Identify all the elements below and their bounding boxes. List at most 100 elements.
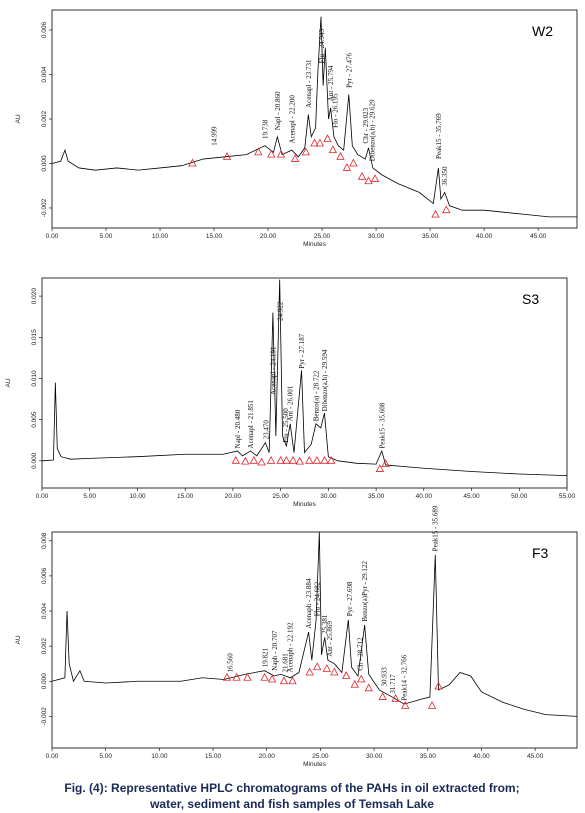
peak-label: Flu - 25.500 bbox=[282, 408, 290, 443]
peak-label: 23.470 bbox=[263, 420, 271, 440]
peak-label: Napl - 20.860 bbox=[274, 91, 282, 130]
x-tick-label: 50.00 bbox=[511, 493, 528, 500]
y-tick-label: 0.004 bbox=[41, 603, 48, 620]
peak-label: 25.381 bbox=[321, 614, 329, 634]
chromatogram: 0.00 5.00 10.00 15.00 20.00 25.00 30.00 35.00 40… bbox=[5, 277, 576, 508]
peak-marker bbox=[295, 456, 304, 465]
peak-marker bbox=[357, 674, 366, 683]
peak-marker bbox=[322, 664, 332, 672]
peak-marker bbox=[288, 676, 297, 685]
peak-label: 19.738 bbox=[262, 119, 270, 139]
x-tick-label: 10.00 bbox=[151, 753, 168, 760]
peak-label: 21.681 bbox=[281, 653, 289, 673]
x-tick-label: 40.00 bbox=[473, 753, 490, 760]
plot-frame bbox=[51, 531, 578, 749]
y-tick-label: 0.002 bbox=[41, 110, 48, 127]
y-tick-label: 0.006 bbox=[41, 567, 48, 584]
y-tick-label: 0.000 bbox=[41, 673, 48, 690]
peak-label: Ant - 26.001 bbox=[287, 385, 295, 421]
x-tick-label: 25.00 bbox=[272, 493, 289, 500]
peak-label: 19.821 bbox=[261, 647, 269, 667]
y-tick-label: 0.008 bbox=[41, 532, 48, 549]
peak-label: Peak15 - 35.769 bbox=[435, 113, 443, 159]
peak-marker bbox=[231, 455, 240, 464]
x-tick-label: 30.00 bbox=[320, 493, 337, 500]
peak-label: 31.717 bbox=[389, 674, 397, 694]
x-tick-label: 45.00 bbox=[530, 233, 547, 240]
peak-marker bbox=[320, 455, 329, 464]
peak-marker bbox=[323, 134, 332, 142]
peak-marker bbox=[249, 455, 259, 464]
x-tick-label: 40.00 bbox=[416, 493, 433, 500]
peak-label: Acenaph - 22.192 bbox=[287, 622, 295, 672]
peak-marker bbox=[330, 667, 339, 676]
peak-marker bbox=[442, 205, 451, 214]
peak-label: Chr - 29.023 bbox=[362, 107, 370, 143]
x-tick-label: 0.00 bbox=[46, 233, 59, 240]
peak-marker bbox=[336, 151, 345, 160]
peak-label: Acenapl - 21.851 bbox=[247, 400, 255, 449]
peak-marker bbox=[378, 692, 387, 700]
x-tick-label: 15.00 bbox=[205, 753, 222, 760]
peak-marker bbox=[232, 672, 241, 681]
x-tick-label: 0.00 bbox=[36, 493, 49, 500]
peak-label: 24.922 bbox=[276, 301, 284, 321]
chromatogram: 0.00 5.00 10.00 15.00 20.00 25.00 30.00 35.00 40… bbox=[15, 505, 578, 768]
x-tick-label: 20.00 bbox=[225, 493, 242, 500]
x-tick-label: 25.00 bbox=[314, 233, 331, 240]
x-tick-label: 10.00 bbox=[129, 493, 146, 500]
peak-marker bbox=[349, 158, 358, 167]
panel-label: W2 bbox=[532, 23, 553, 39]
peak-marker bbox=[327, 455, 336, 464]
x-tick-label: 15.00 bbox=[177, 493, 194, 500]
peak-marker bbox=[391, 693, 400, 702]
x-tick-label: 35.00 bbox=[368, 493, 385, 500]
x-tick-label: 25.00 bbox=[312, 753, 329, 760]
plot-frame bbox=[41, 277, 568, 489]
peak-marker bbox=[381, 459, 390, 468]
peak-label: Acenapl - 24.191 bbox=[269, 346, 277, 395]
peak-label: Benzo(a)Pyr - 29.122 bbox=[361, 561, 369, 622]
peak-marker bbox=[276, 149, 286, 158]
y-tick-label: 0.002 bbox=[41, 638, 48, 655]
peak-label: Acenaph - 23.884 bbox=[305, 578, 313, 628]
x-tick-label: 35.00 bbox=[420, 753, 437, 760]
y-tick-label: -0.002 bbox=[41, 707, 48, 726]
peak-marker bbox=[267, 674, 277, 683]
peak-marker bbox=[313, 662, 322, 671]
x-axis-label: Minutes bbox=[293, 501, 317, 508]
peak-marker bbox=[260, 672, 269, 681]
peak-label: 16.560 bbox=[226, 653, 234, 673]
peak-marker bbox=[350, 679, 359, 688]
peak-label: Pyr - 27.476 bbox=[345, 53, 353, 88]
caption-line: Fig. (4): Representative HPLC chromatogr… bbox=[64, 781, 519, 795]
peak-marker bbox=[310, 138, 319, 147]
y-tick-label: 0.000 bbox=[41, 155, 48, 172]
peak-marker bbox=[342, 671, 351, 679]
peak-marker bbox=[282, 455, 291, 464]
peak-marker bbox=[375, 464, 385, 472]
y-tick-label: 0.015 bbox=[31, 329, 38, 346]
x-tick-label: 5.00 bbox=[99, 753, 112, 760]
peak-marker bbox=[312, 455, 322, 464]
peak-marker bbox=[188, 158, 197, 167]
peak-marker bbox=[431, 209, 440, 218]
chromatogram: 0.00 5.00 10.00 15.00 20.00 25.00 30.00 35.00 40… bbox=[15, 9, 578, 248]
peak-marker bbox=[401, 701, 410, 709]
peak-label: Acenapl - 23.731 bbox=[305, 59, 313, 108]
peak-label: Naph - 20.707 bbox=[271, 630, 279, 671]
x-tick-label: 30.00 bbox=[366, 753, 383, 760]
peak-marker bbox=[357, 171, 367, 180]
y-tick-label: 0.000 bbox=[31, 452, 38, 469]
peak-label: Acenapl - 22.200 bbox=[288, 95, 296, 144]
peak-label: Pyr - 27.187 bbox=[298, 333, 306, 368]
peak-marker bbox=[276, 455, 285, 464]
y-axis-label: AU bbox=[15, 114, 22, 123]
peak-marker bbox=[222, 151, 232, 160]
x-tick-label: 40.00 bbox=[476, 233, 493, 240]
y-tick-label: 0.006 bbox=[41, 22, 48, 39]
x-tick-label: 20.00 bbox=[260, 233, 277, 240]
peak-marker bbox=[364, 683, 373, 692]
peak-marker bbox=[288, 455, 298, 464]
